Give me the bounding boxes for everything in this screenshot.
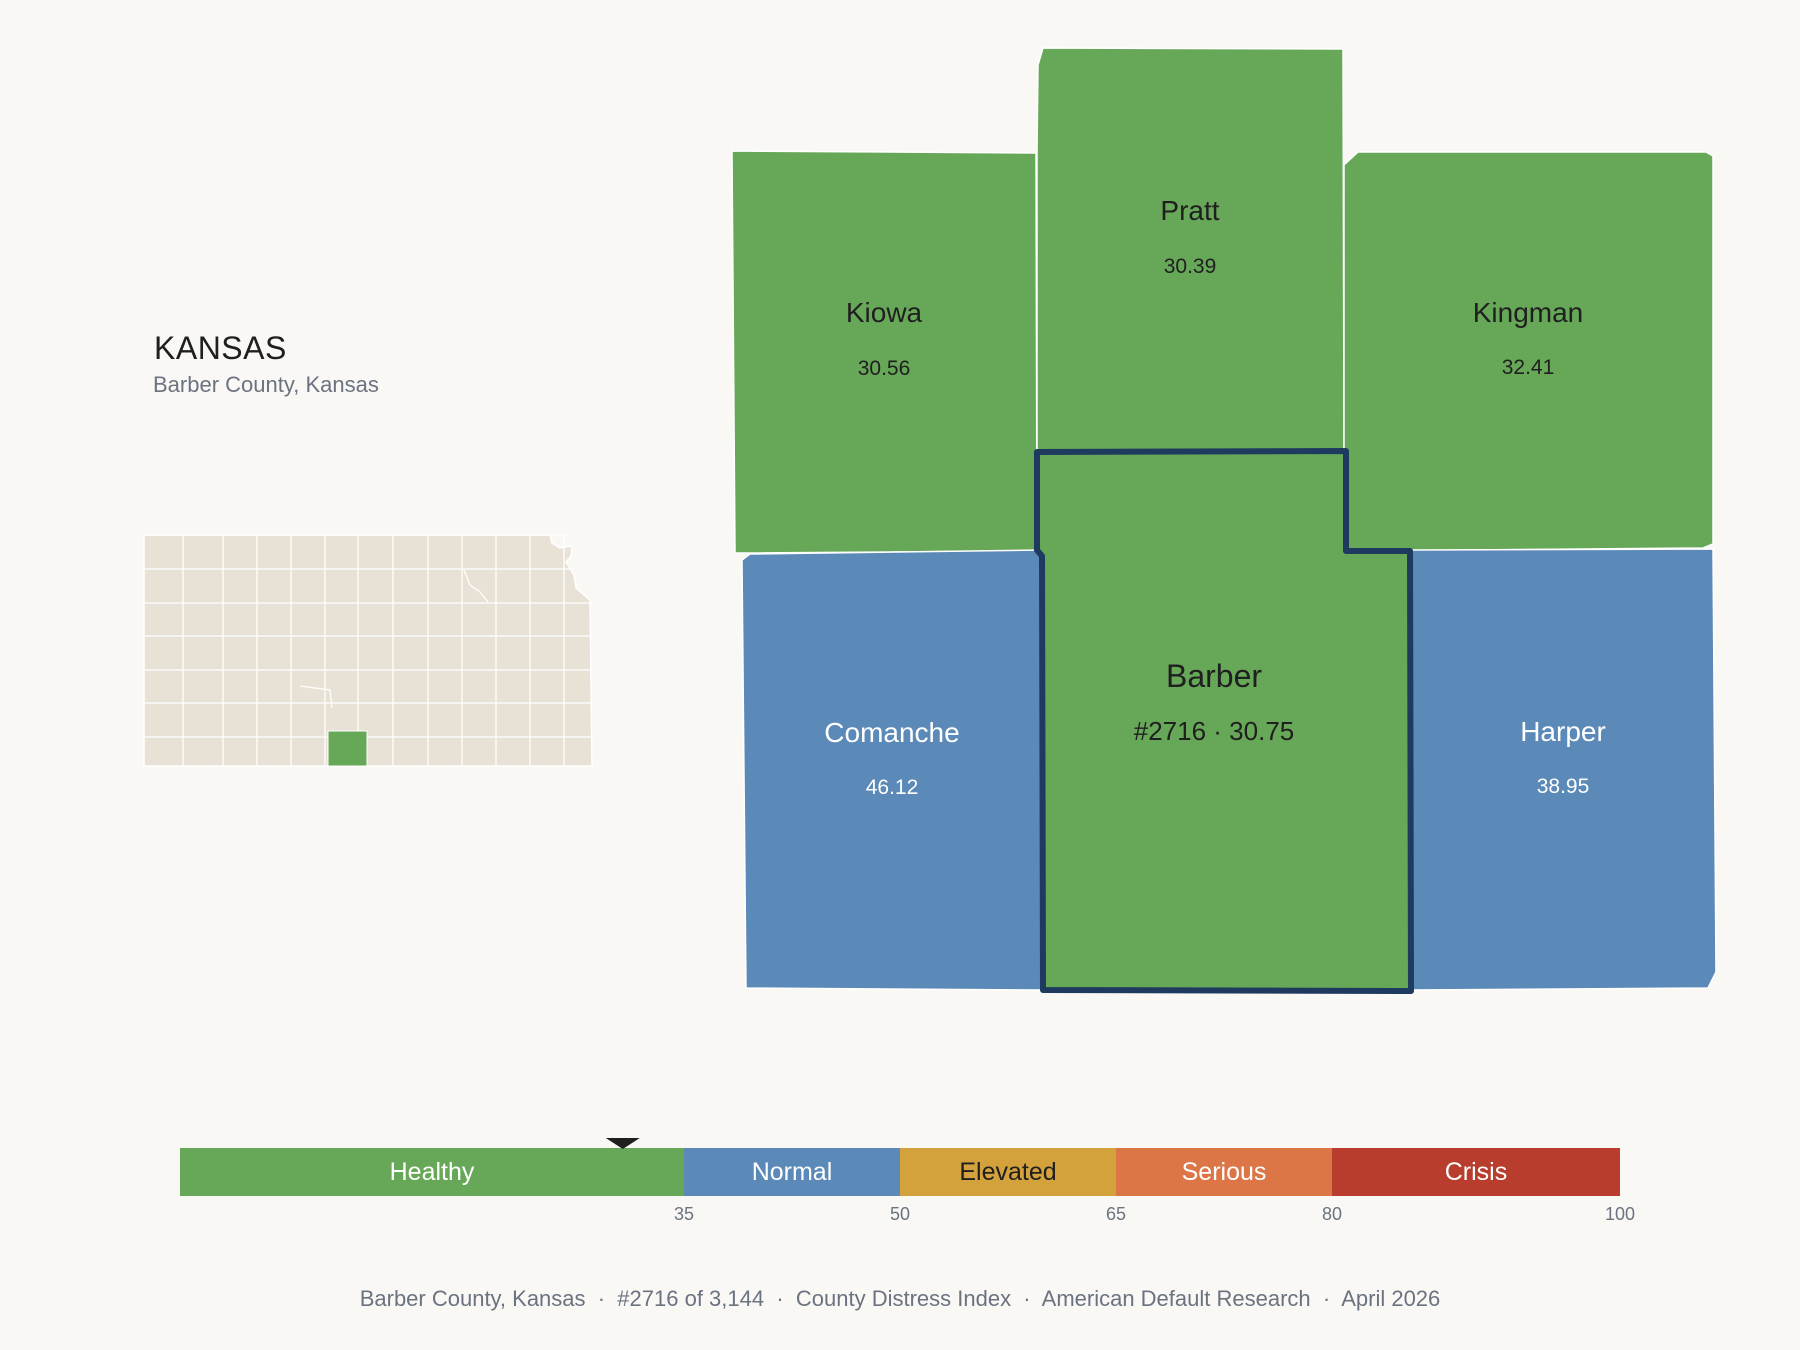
county-value-kingman: 32.41 xyxy=(1502,356,1555,379)
county-name-kingman: Kingman xyxy=(1473,297,1584,328)
scale-band-healthy xyxy=(180,1148,684,1196)
scale-tick-label: 50 xyxy=(890,1204,910,1224)
county-name-comanche: Comanche xyxy=(824,717,959,748)
county-comanche[interactable] xyxy=(741,549,1044,991)
county-name-pratt: Pratt xyxy=(1160,195,1219,226)
county-name-kiowa: Kiowa xyxy=(846,297,923,328)
scale-band-elevated xyxy=(900,1148,1116,1196)
county-value-harper: 38.95 xyxy=(1537,775,1590,798)
scale-tick-label: 80 xyxy=(1322,1204,1342,1224)
county-subtitle: Barber County, Kansas xyxy=(153,372,379,397)
scale-tick-label: 100 xyxy=(1605,1204,1635,1224)
scale-band-label: Normal xyxy=(752,1158,833,1186)
scale-band-crisis xyxy=(1332,1148,1620,1196)
county-barber[interactable] xyxy=(1034,448,1414,994)
county-value-comanche: 46.12 xyxy=(866,776,919,799)
footer-caption: Barber County, Kansas · #2716 of 3,144 ·… xyxy=(359,1286,1441,1311)
scale-tick-label: 35 xyxy=(674,1204,694,1224)
county-value-barber: #2716 · 30.75 xyxy=(1134,716,1294,746)
scale-tick-label: 65 xyxy=(1106,1204,1126,1224)
county-value-pratt: 30.39 xyxy=(1164,255,1217,278)
current-value-marker xyxy=(605,1138,640,1149)
scale-band-label: Serious xyxy=(1182,1158,1267,1186)
county-name-barber: Barber xyxy=(1166,658,1262,694)
county-name-harper: Harper xyxy=(1520,716,1606,747)
scale-band-serious xyxy=(1116,1148,1332,1196)
county-kingman[interactable] xyxy=(1343,151,1714,552)
scale-band-normal xyxy=(684,1148,900,1196)
state-title: KANSAS xyxy=(154,330,287,366)
barber-county-locator xyxy=(327,730,368,767)
scale-band-label: Elevated xyxy=(959,1158,1056,1186)
county-grid-lines xyxy=(144,534,592,766)
county-value-kiowa: 30.56 xyxy=(858,357,911,380)
scale-band-label: Healthy xyxy=(390,1158,475,1186)
scale-band-label: Crisis xyxy=(1445,1158,1508,1186)
